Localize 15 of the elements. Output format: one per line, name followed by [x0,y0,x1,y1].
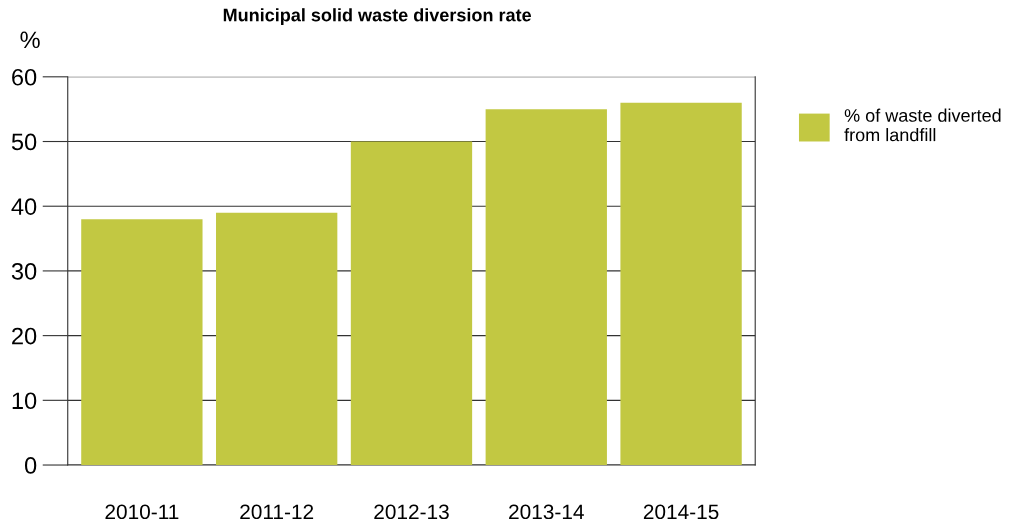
y-tick-label: 50 [11,133,37,151]
x-tick-label: 2014-15 [643,504,719,519]
x-tick-label: 2013-14 [509,504,584,519]
y-tick-label: 60 [12,68,37,86]
y-tick-label: 0 [24,457,37,474]
y-tick-label: 40 [11,198,37,215]
y-tick-label: 20 [12,327,37,345]
legend-label: % of waste diverted from landfill [844,108,1001,142]
x-tick-label: 2011-12 [240,504,314,519]
y-tick-label: 10 [12,392,37,410]
x-tick-label: 2012-13 [374,504,449,519]
y-axis-title: % [20,31,40,49]
y-tick-label: 30 [11,262,37,280]
x-tick-label: 2010-11 [105,504,179,519]
chart-title: Municipal solid waste diversion rate [223,8,532,25]
